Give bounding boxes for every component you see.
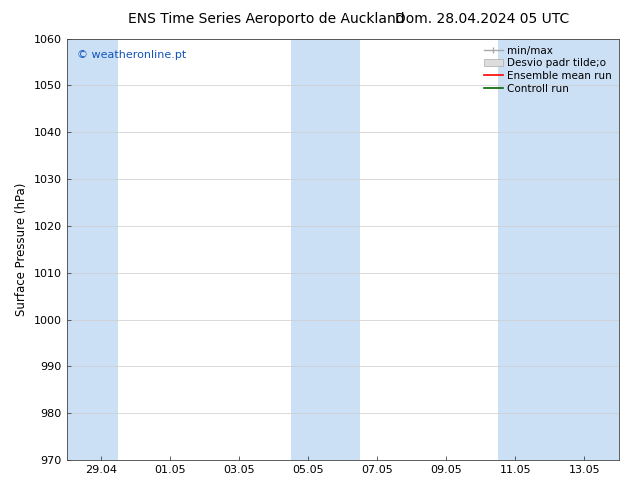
- Text: ENS Time Series Aeroporto de Auckland: ENS Time Series Aeroporto de Auckland: [128, 12, 404, 26]
- Legend: min/max, Desvio padr tilde;o, Ensemble mean run, Controll run: min/max, Desvio padr tilde;o, Ensemble m…: [482, 44, 614, 96]
- Text: © weatheronline.pt: © weatheronline.pt: [77, 50, 186, 60]
- Text: Dom. 28.04.2024 05 UTC: Dom. 28.04.2024 05 UTC: [395, 12, 569, 26]
- Bar: [67, 39, 119, 460]
- Bar: [498, 39, 619, 460]
- Bar: [291, 39, 360, 460]
- Y-axis label: Surface Pressure (hPa): Surface Pressure (hPa): [15, 183, 28, 316]
